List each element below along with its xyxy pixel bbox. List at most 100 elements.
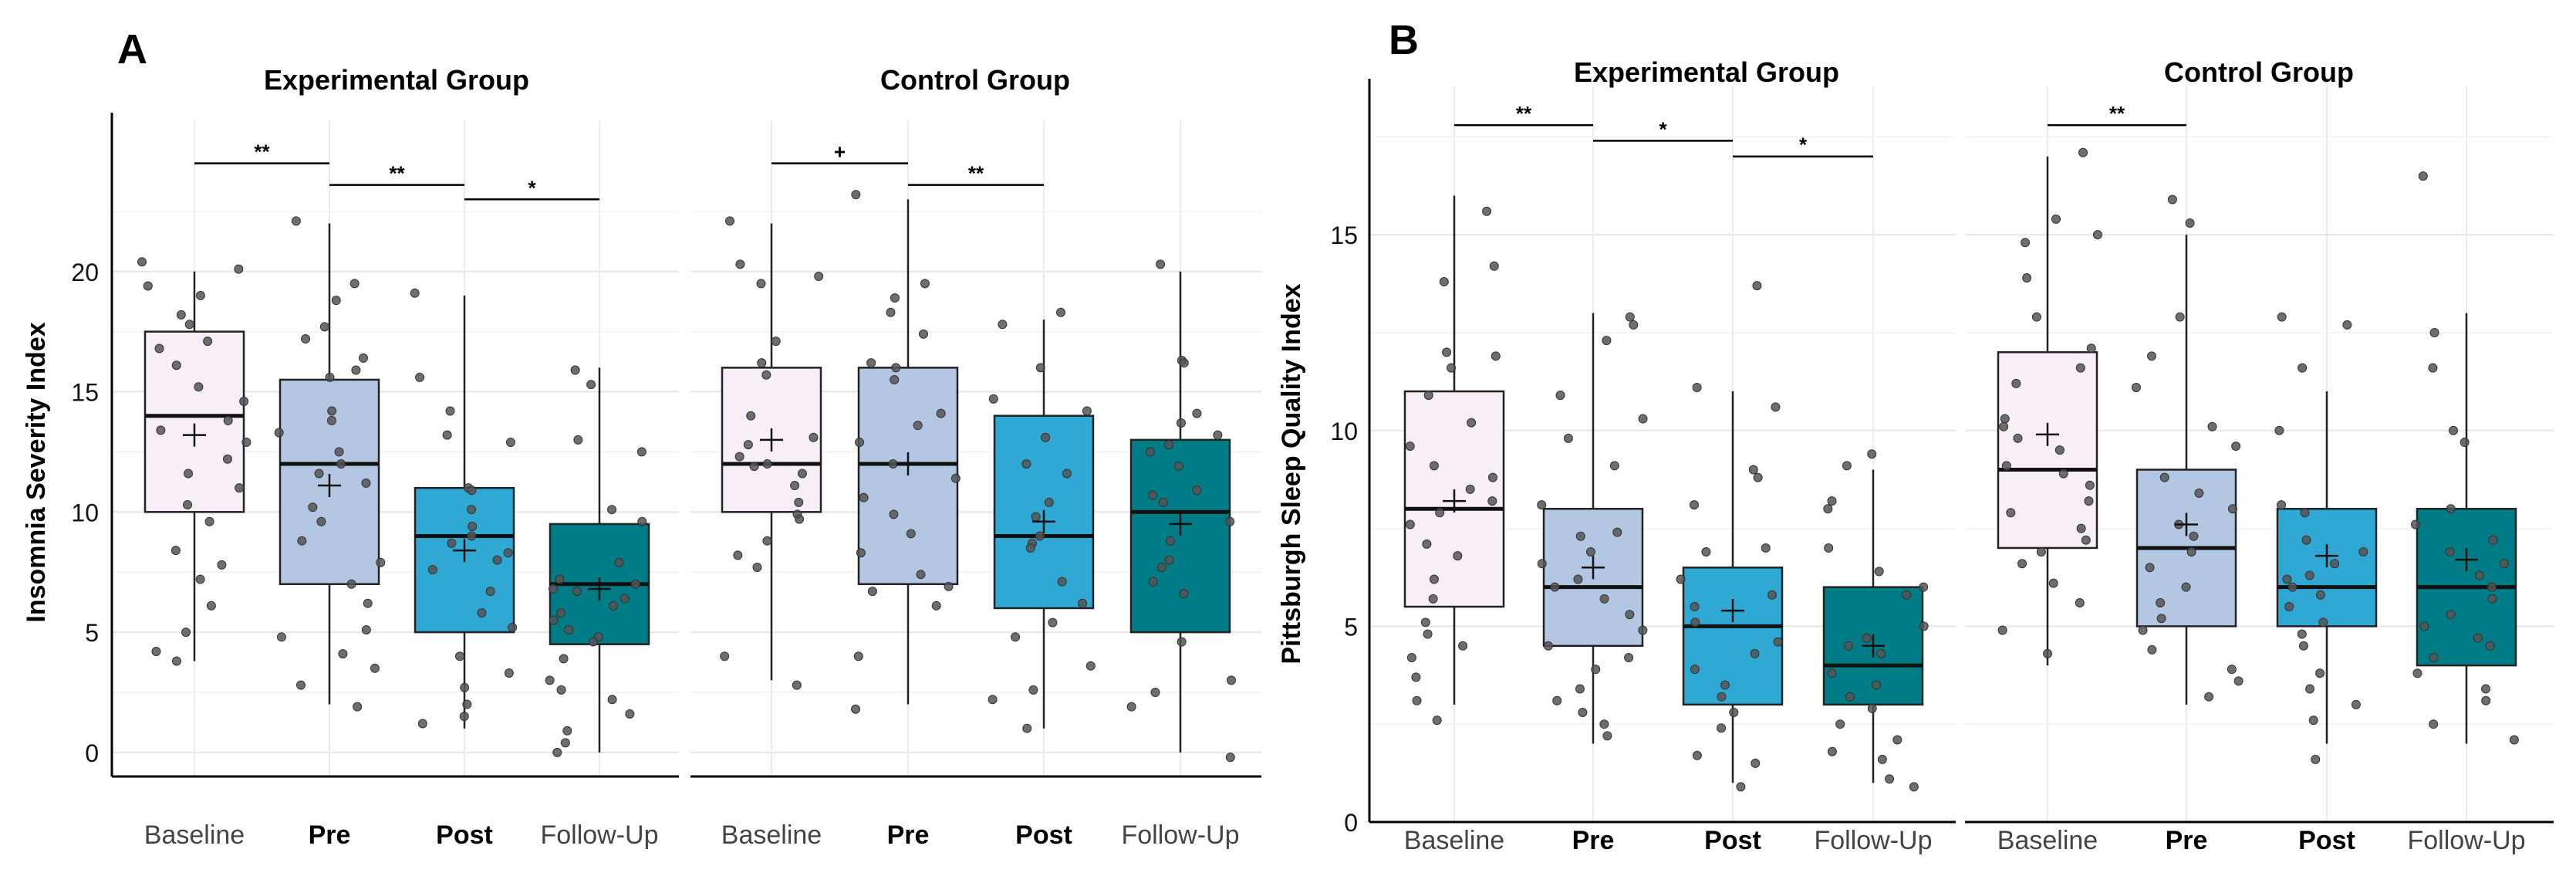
data-point xyxy=(1428,594,1438,604)
data-point xyxy=(1048,617,1058,628)
data-point xyxy=(234,264,244,274)
data-point xyxy=(1823,504,1833,514)
data-point xyxy=(1423,391,1433,401)
data-point xyxy=(2411,519,2421,529)
x-tick-label-post: Post xyxy=(1015,820,1072,850)
data-point xyxy=(2308,716,2318,726)
data-point xyxy=(485,587,495,597)
data-point xyxy=(1537,500,1547,510)
y-tick-label: 5 xyxy=(85,619,99,647)
data-point xyxy=(410,288,420,298)
x-tick-label-post: Post xyxy=(2298,826,2355,855)
data-point xyxy=(349,279,360,289)
data-point xyxy=(151,647,161,656)
data-point xyxy=(2488,535,2498,545)
data-point xyxy=(614,557,624,567)
data-point xyxy=(1563,433,1573,443)
data-point xyxy=(1447,363,1457,373)
data-point xyxy=(795,514,805,524)
panel-b-experimental-title: Experimental Group xyxy=(1574,56,1839,88)
data-point xyxy=(2429,719,2439,729)
x-tick-label-follow-up: Follow-Up xyxy=(540,820,658,850)
data-point xyxy=(2048,578,2058,588)
y-tick-label: 15 xyxy=(1330,222,1358,249)
data-point xyxy=(1717,723,1727,733)
panel-a-experimental-facet: Experimental Group Baseline Pre Post Follow… xyxy=(110,64,679,850)
data-point xyxy=(1750,648,1760,658)
data-point xyxy=(2298,641,2308,651)
data-point xyxy=(1867,703,1877,713)
data-point xyxy=(1467,418,1477,428)
x-tick-label-follow-up: Follow-Up xyxy=(1814,826,1932,855)
data-point xyxy=(1609,461,1619,471)
data-point xyxy=(184,469,194,479)
data-point xyxy=(1156,562,1166,572)
data-point xyxy=(2146,351,2156,361)
data-point xyxy=(2277,312,2287,322)
data-point xyxy=(2075,363,2085,373)
data-point xyxy=(2473,633,2483,643)
data-point xyxy=(1625,610,1635,620)
y-tick-label: 15 xyxy=(71,379,99,407)
data-point xyxy=(1057,577,1067,587)
data-point xyxy=(1487,472,1497,482)
panel-a-letter: A xyxy=(117,26,147,73)
data-point xyxy=(2031,312,2041,322)
data-point xyxy=(137,257,147,267)
data-point xyxy=(564,624,574,634)
data-point xyxy=(171,656,181,666)
data-point xyxy=(1767,590,1777,600)
data-point xyxy=(206,601,216,611)
data-point xyxy=(2429,327,2439,337)
data-point xyxy=(1752,281,1762,291)
data-point xyxy=(2078,147,2088,157)
x-tick-label-pre: Pre xyxy=(887,820,930,850)
data-point xyxy=(2194,488,2204,498)
x-tick-label-post: Post xyxy=(1704,826,1761,855)
data-point xyxy=(508,622,518,632)
data-point xyxy=(2181,582,2191,592)
data-point xyxy=(2145,563,2155,573)
data-point xyxy=(1717,692,1727,702)
data-point xyxy=(504,668,514,678)
data-point xyxy=(241,437,252,447)
data-point xyxy=(1405,519,1415,529)
data-point xyxy=(936,408,946,418)
data-point xyxy=(2284,602,2294,612)
data-point xyxy=(2086,343,2096,354)
data-point xyxy=(1192,408,1202,418)
data-point xyxy=(886,307,896,317)
data-point xyxy=(2445,547,2455,557)
data-point xyxy=(467,485,477,496)
significance-label: * xyxy=(528,176,536,199)
data-point xyxy=(1158,497,1168,507)
data-point xyxy=(1435,508,1445,518)
data-point xyxy=(1690,617,1700,628)
data-point xyxy=(2351,699,2361,709)
y-tick-label: 10 xyxy=(1330,418,1358,445)
data-point xyxy=(2036,547,2046,557)
box-post xyxy=(1682,567,1784,706)
data-point xyxy=(916,570,926,580)
data-point xyxy=(370,663,380,673)
box-post xyxy=(2276,507,2378,628)
data-point xyxy=(462,699,472,709)
data-point xyxy=(195,290,205,300)
data-point xyxy=(608,601,618,611)
data-point xyxy=(2147,644,2157,655)
data-point xyxy=(301,334,311,343)
data-point xyxy=(1843,641,1853,651)
data-point xyxy=(184,320,194,330)
data-point xyxy=(1226,675,1236,685)
significance-label: ** xyxy=(254,140,270,164)
data-point xyxy=(291,216,301,226)
data-point xyxy=(1411,672,1421,682)
data-point xyxy=(1625,312,1635,322)
data-point xyxy=(1429,574,1439,584)
data-point xyxy=(1751,758,1761,768)
data-point xyxy=(1035,363,1045,373)
data-point xyxy=(1892,735,1902,745)
data-point xyxy=(1842,461,1852,471)
data-point xyxy=(1690,665,1700,675)
data-point xyxy=(2013,433,2023,443)
